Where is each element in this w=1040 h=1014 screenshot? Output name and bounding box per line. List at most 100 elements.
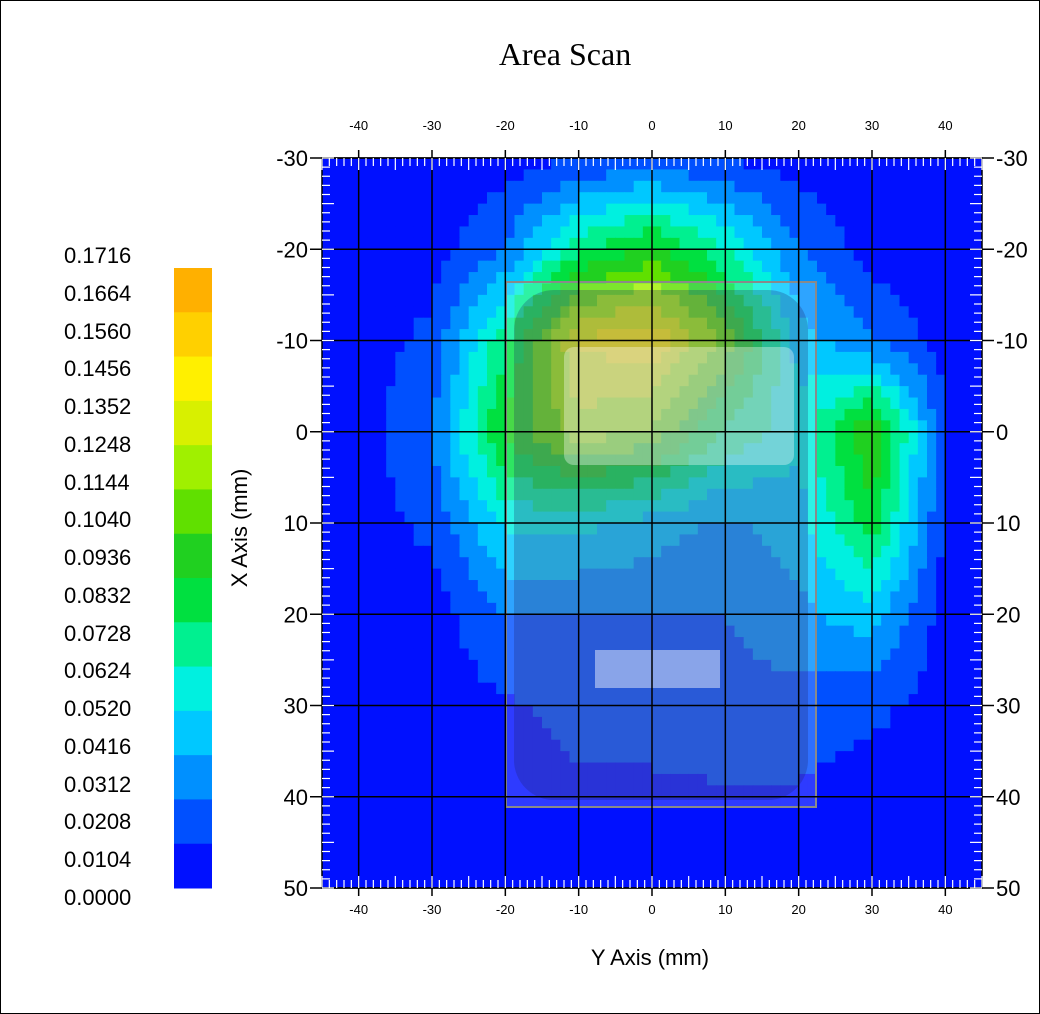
heatmap-cell xyxy=(716,602,726,615)
heatmap-cell xyxy=(358,500,369,513)
x-tick-label-top: 10 xyxy=(718,118,732,133)
heatmap-cell xyxy=(798,625,809,638)
heatmap-cell xyxy=(633,751,644,764)
heatmap-cell xyxy=(826,534,836,547)
heatmap-cell xyxy=(908,762,919,775)
heatmap-cell xyxy=(642,272,653,285)
heatmap-cell xyxy=(771,397,781,410)
heatmap-cell xyxy=(670,158,681,171)
heatmap-cell xyxy=(826,751,836,764)
heatmap-cell xyxy=(615,192,626,205)
heatmap-cell xyxy=(872,728,882,741)
heatmap-cell xyxy=(496,477,506,490)
heatmap-cell xyxy=(514,397,525,410)
heatmap-cell xyxy=(872,386,882,399)
heatmap-cell xyxy=(569,682,580,695)
heatmap-cell xyxy=(890,386,901,399)
heatmap-cell xyxy=(881,351,891,364)
heatmap-cell xyxy=(817,545,827,558)
heatmap-cell xyxy=(468,602,479,615)
heatmap-cell xyxy=(679,739,690,752)
heatmap-cell xyxy=(597,192,607,205)
heatmap-cell xyxy=(477,602,488,615)
heatmap-cell xyxy=(560,637,571,650)
heatmap-cell xyxy=(661,169,671,182)
heatmap-cell xyxy=(917,169,928,182)
heatmap-cell xyxy=(789,808,800,821)
heatmap-cell xyxy=(707,249,717,262)
heatmap-cell xyxy=(404,386,415,399)
heatmap-cell xyxy=(936,602,946,615)
heatmap-cell xyxy=(367,249,378,262)
heatmap-cell xyxy=(367,865,378,878)
heatmap-cell xyxy=(514,454,525,467)
heatmap-cell xyxy=(578,762,589,775)
heatmap-cell xyxy=(615,351,626,364)
heatmap-cell xyxy=(862,659,873,672)
heatmap-cell xyxy=(496,785,506,798)
heatmap-cell xyxy=(853,363,864,376)
heatmap-cell xyxy=(817,830,827,843)
heatmap-cell xyxy=(817,260,827,273)
heatmap-cell xyxy=(551,477,561,490)
heatmap-cell xyxy=(395,523,406,536)
heatmap-cell xyxy=(826,739,836,752)
heatmap-cell xyxy=(496,192,506,205)
heatmap-cell xyxy=(743,842,754,855)
heatmap-cell xyxy=(560,511,571,524)
heatmap-cell xyxy=(661,283,671,296)
heatmap-cell xyxy=(771,180,781,193)
heatmap-cell xyxy=(432,363,442,376)
heatmap-cell xyxy=(789,397,800,410)
heatmap-cell xyxy=(395,557,406,570)
heatmap-cell xyxy=(422,317,433,330)
heatmap-cell xyxy=(652,408,662,421)
heatmap-cell xyxy=(899,830,910,843)
heatmap-cell xyxy=(881,511,891,524)
heatmap-cell xyxy=(615,523,626,536)
heatmap-cell xyxy=(716,272,726,285)
heatmap-cell xyxy=(771,477,781,490)
heatmap-cell xyxy=(908,340,919,353)
heatmap-cell xyxy=(514,671,525,684)
heatmap-cell xyxy=(661,363,671,376)
heatmap-cell xyxy=(826,580,836,593)
heatmap-cell xyxy=(358,340,369,353)
heatmap-cell xyxy=(917,785,928,798)
heatmap-cell xyxy=(450,545,461,558)
heatmap-cell xyxy=(496,671,506,684)
heatmap-cell xyxy=(716,260,726,273)
heatmap-cell xyxy=(624,728,635,741)
heatmap-cell xyxy=(367,534,378,547)
heatmap-cell xyxy=(789,671,800,684)
heatmap-cell xyxy=(734,192,745,205)
heatmap-cell xyxy=(798,545,809,558)
heatmap-cell xyxy=(441,682,451,695)
heatmap-cell xyxy=(633,637,644,650)
heatmap-cell xyxy=(762,716,772,729)
heatmap-cell xyxy=(862,351,873,364)
heatmap-cell xyxy=(707,602,717,615)
heatmap-cell xyxy=(798,568,809,581)
heatmap-cell xyxy=(817,203,827,216)
heatmap-cell xyxy=(716,671,726,684)
heatmap-cell xyxy=(835,180,846,193)
heatmap-cell xyxy=(523,374,534,387)
heatmap-cell xyxy=(450,500,461,513)
heatmap-cell xyxy=(936,545,946,558)
heatmap-cell xyxy=(844,180,855,193)
heatmap-cell xyxy=(642,796,653,809)
heatmap-cell xyxy=(358,796,369,809)
heatmap-cell xyxy=(569,306,580,319)
heatmap-cell xyxy=(908,477,919,490)
heatmap-cell xyxy=(496,557,506,570)
heatmap-cell xyxy=(523,625,534,638)
heatmap-cell xyxy=(853,705,864,718)
heatmap-cell xyxy=(807,705,818,718)
heatmap-cell xyxy=(624,443,635,456)
heatmap-cell xyxy=(798,215,809,228)
heatmap-cell xyxy=(432,169,442,182)
heatmap-cell xyxy=(725,169,736,182)
heatmap-cell xyxy=(936,363,946,376)
heatmap-cell xyxy=(835,443,846,456)
